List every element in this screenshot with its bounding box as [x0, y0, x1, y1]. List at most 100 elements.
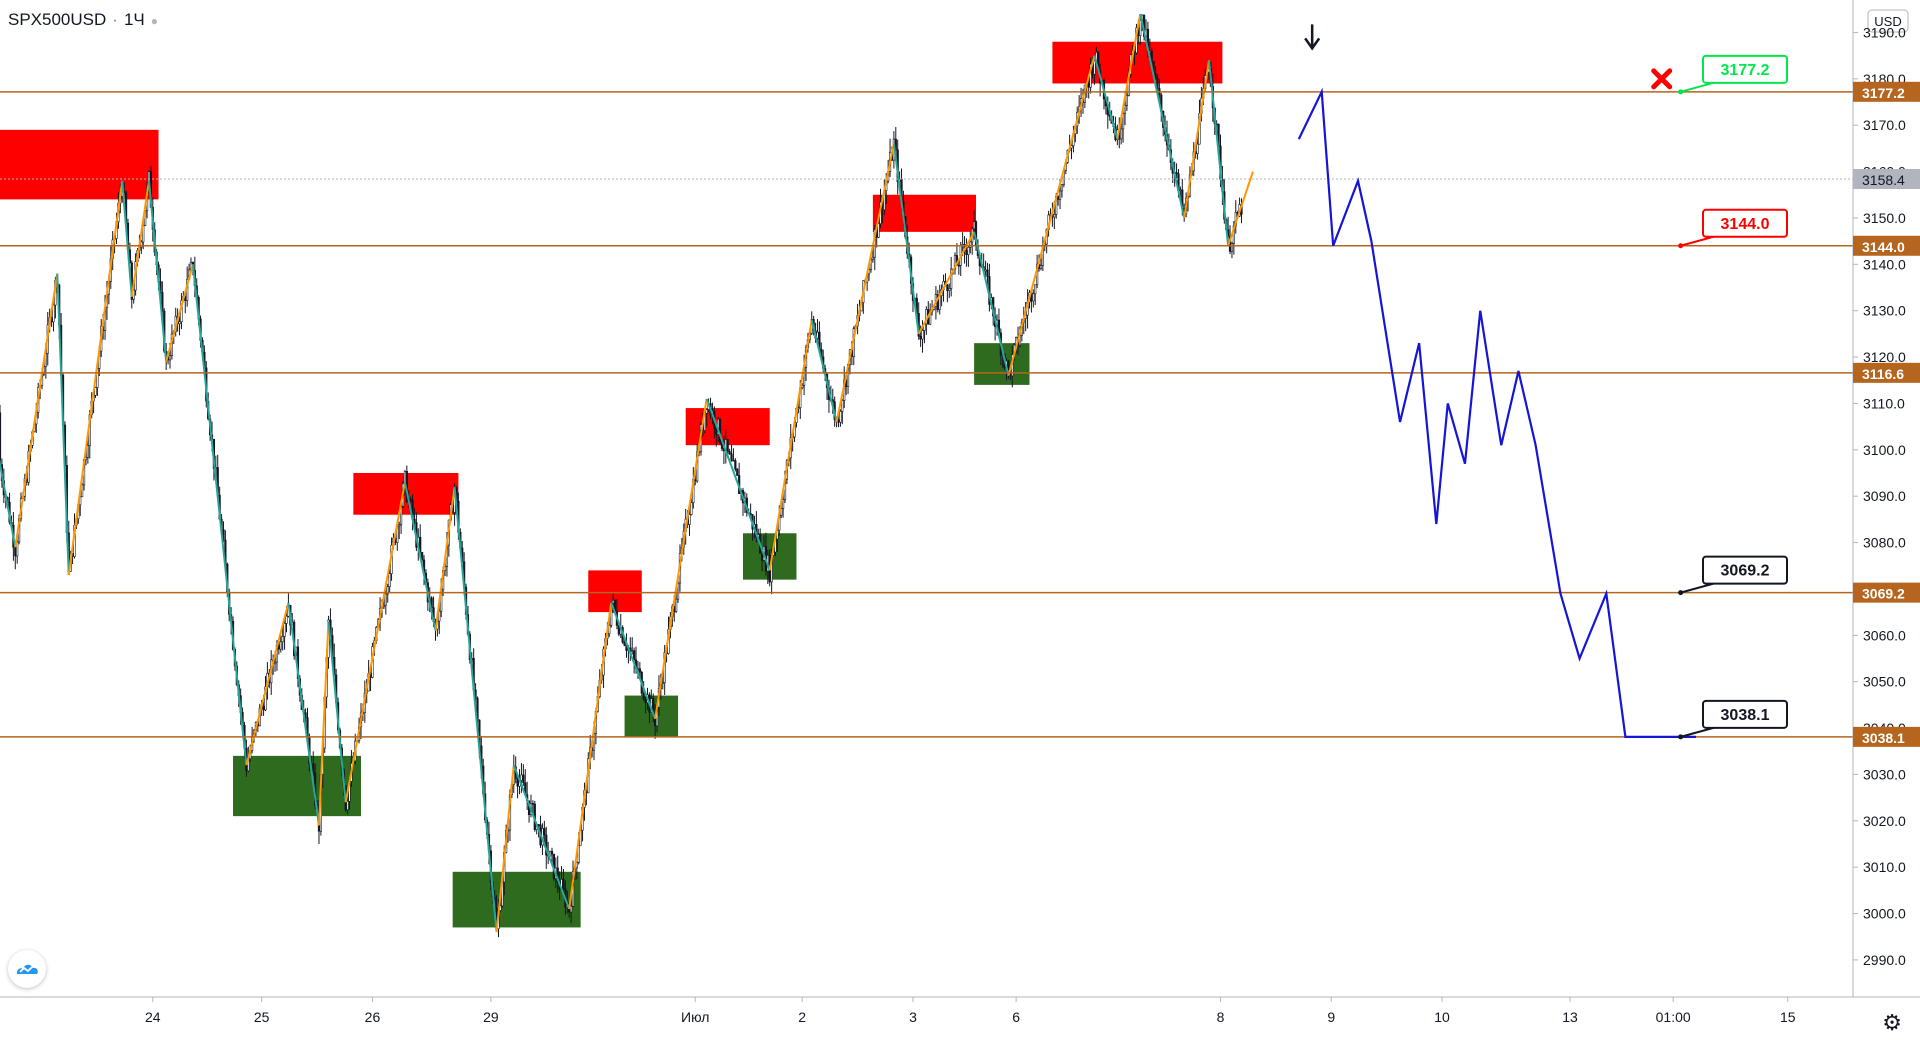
x-tick-label-8: 8 [1217, 1009, 1225, 1025]
symbol-label[interactable]: SPX500USD [8, 10, 107, 29]
zigzag-segment [654, 398, 708, 719]
candle-body [16, 541, 19, 557]
y-tick-label-13: 3120.0 [1863, 349, 1906, 365]
zigzag-segment [1093, 55, 1119, 140]
zigzag-segment [327, 621, 347, 803]
candle-body [386, 586, 389, 595]
candle-body [1123, 105, 1127, 114]
candle-body [516, 778, 519, 787]
zigzag-segment [147, 180, 168, 362]
candle-body [1032, 293, 1035, 302]
callout-label-2: 3069.2 [1721, 563, 1770, 580]
zigzag-segment [56, 273, 70, 576]
gear-icon[interactable]: ⚙ [1882, 1011, 1902, 1036]
candle-body [734, 460, 737, 470]
candle-body [1154, 73, 1157, 79]
interval-label[interactable]: 1Ч [123, 10, 145, 29]
candle-body [1087, 82, 1090, 88]
support-zone-6 [233, 755, 361, 817]
callout-box-2 [1702, 555, 1788, 585]
candle-body [550, 850, 554, 855]
candle-body [760, 553, 764, 561]
y-tick-label-7: 3060.0 [1863, 627, 1906, 643]
zigzag-layer [0, 13, 1254, 933]
zigzag-segment [130, 180, 150, 297]
candle-body [676, 582, 680, 600]
x-tick-label-1: 25 [254, 1009, 270, 1025]
candle-body [312, 763, 315, 774]
candle-body [273, 661, 277, 665]
candle-body [715, 428, 718, 435]
zigzag-segment [917, 231, 975, 335]
callout-label-3: 3038.1 [1721, 707, 1770, 724]
candle-body [0, 412, 2, 465]
candle-body [957, 264, 960, 267]
candle-body [438, 610, 441, 622]
candle-body [1053, 214, 1056, 218]
callout-anchor [1678, 734, 1684, 740]
candle-body [14, 546, 17, 557]
current-price-tag [1853, 168, 1920, 189]
candle-body [631, 650, 634, 652]
level-tag-label-1: 3144.0 [1862, 239, 1905, 255]
zigzag-segment [768, 319, 813, 571]
candle-body [409, 498, 412, 501]
level-tag-3 [1853, 582, 1920, 603]
candle-body [1150, 51, 1153, 62]
candle-body [839, 411, 842, 423]
callout-anchor [1678, 243, 1684, 249]
y-tick-label-9: 3080.0 [1863, 535, 1906, 551]
x-tick-label-6: 3 [909, 1009, 917, 1025]
zigzag-segment [512, 764, 571, 910]
x-tick-label-12: 01:00 [1656, 1009, 1691, 1025]
zigzag-segment [705, 398, 771, 571]
zigzag-segment [0, 458, 17, 548]
candle-body [967, 246, 970, 255]
x-tick-label-2: 26 [365, 1009, 381, 1025]
candle-body [382, 604, 386, 608]
x-tick-label-13: 15 [1780, 1009, 1796, 1025]
candle-body [688, 514, 691, 525]
candle-body [986, 269, 989, 277]
candle-body [403, 471, 407, 485]
candle-body [871, 256, 874, 260]
zigzag-segment [495, 765, 515, 933]
candle-body [736, 468, 739, 476]
candle-body [969, 241, 972, 248]
candle-body [548, 850, 552, 857]
candle-body [921, 330, 924, 340]
callout-box-0 [1702, 54, 1788, 84]
level-tag-1 [1853, 235, 1920, 256]
x-tick-label-7: 6 [1012, 1009, 1020, 1025]
candle-body [816, 331, 819, 339]
zigzag-segment [1183, 60, 1211, 219]
y-tick-label-18: 3170.0 [1863, 117, 1906, 133]
candle-body [262, 705, 265, 711]
zigzag-segment [317, 621, 330, 826]
level-tag-label-0: 3177.2 [1862, 85, 1905, 101]
candle-body [168, 355, 172, 361]
y-tick-label-6: 3050.0 [1863, 674, 1906, 690]
levels-layer [0, 91, 1853, 738]
zigzag-segment [568, 602, 613, 910]
level-tag-label-4: 3038.1 [1862, 730, 1905, 746]
tradingview-cloud-icon[interactable] [8, 950, 46, 988]
x-tick-label-5: 2 [798, 1009, 806, 1025]
zigzag-segment [1007, 55, 1096, 376]
candle-body [919, 335, 922, 340]
markers-layer [1304, 24, 1673, 90]
arrow-down-icon [1304, 24, 1321, 51]
y-tick-label-2: 3010.0 [1863, 859, 1906, 875]
candle-body [948, 288, 951, 291]
zigzag-segment [892, 143, 920, 335]
zigzag-segment [973, 231, 1010, 376]
candle-body [1156, 77, 1159, 89]
x-tick-label-11: 13 [1562, 1009, 1578, 1025]
currency-badge [1867, 9, 1909, 33]
candle-body [562, 879, 565, 889]
candle-body [781, 499, 785, 509]
candle-body [277, 644, 280, 650]
